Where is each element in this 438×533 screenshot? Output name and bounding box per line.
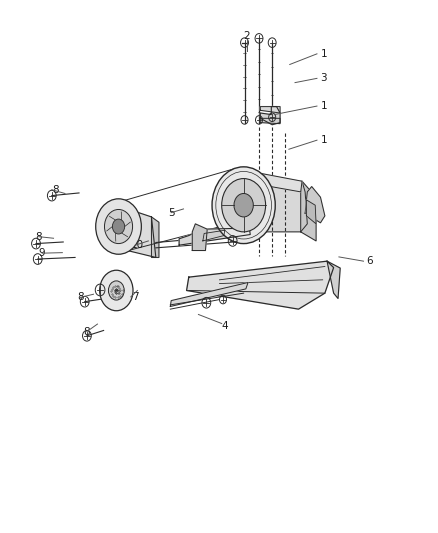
Polygon shape	[260, 118, 279, 124]
Circle shape	[212, 167, 275, 244]
Polygon shape	[179, 228, 250, 245]
Polygon shape	[260, 107, 279, 113]
Text: 6: 6	[366, 256, 372, 266]
Circle shape	[233, 193, 253, 217]
Polygon shape	[202, 230, 224, 241]
Circle shape	[95, 199, 141, 254]
Text: 2: 2	[243, 31, 250, 41]
Text: 7: 7	[131, 292, 138, 302]
Circle shape	[112, 219, 124, 234]
Text: 3: 3	[320, 74, 326, 83]
Text: 8: 8	[35, 232, 42, 241]
Polygon shape	[260, 107, 279, 125]
Polygon shape	[240, 181, 307, 232]
Text: 1: 1	[320, 135, 326, 145]
Text: 9: 9	[39, 248, 45, 258]
Text: 8: 8	[77, 293, 83, 302]
Text: 4: 4	[221, 321, 228, 331]
Polygon shape	[300, 181, 315, 241]
Polygon shape	[306, 200, 315, 224]
Text: 10: 10	[131, 240, 144, 250]
Polygon shape	[151, 217, 159, 257]
Polygon shape	[186, 261, 333, 309]
Circle shape	[108, 281, 124, 300]
Polygon shape	[326, 261, 339, 298]
Polygon shape	[170, 282, 247, 306]
Polygon shape	[240, 171, 301, 192]
Circle shape	[99, 270, 133, 311]
Polygon shape	[304, 187, 324, 223]
Text: 1: 1	[320, 101, 326, 111]
Text: 8: 8	[52, 185, 58, 195]
Circle shape	[104, 209, 132, 244]
Text: 5: 5	[167, 208, 174, 217]
Text: 8: 8	[83, 327, 90, 336]
Polygon shape	[116, 205, 155, 257]
Text: 1: 1	[320, 49, 326, 59]
Circle shape	[221, 179, 265, 232]
Polygon shape	[192, 224, 207, 251]
